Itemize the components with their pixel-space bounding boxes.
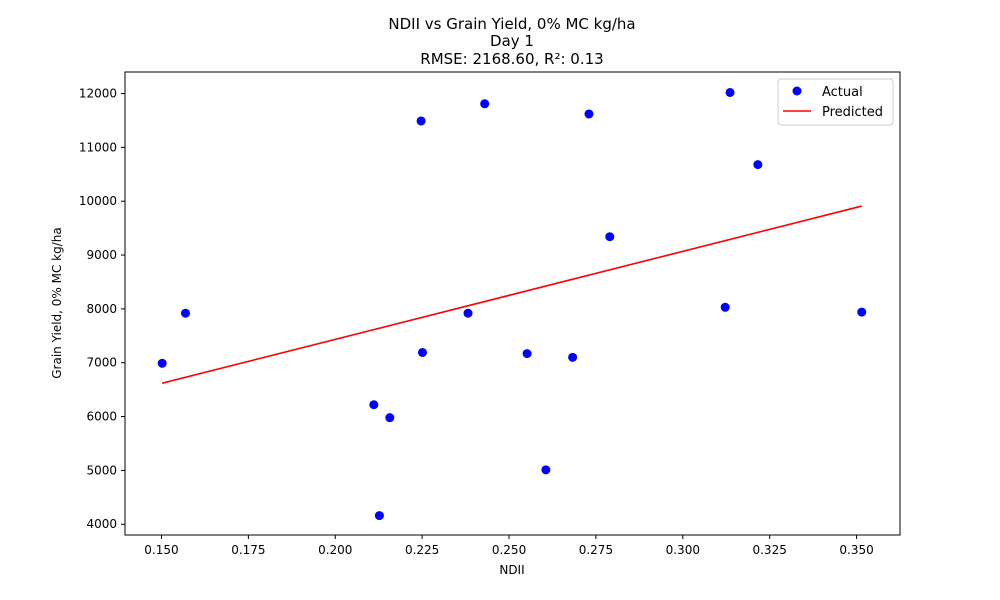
chart-title-line-1: NDII vs Grain Yield, 0% MC kg/ha: [388, 15, 635, 33]
x-tick-label-2: 0.200: [318, 543, 352, 557]
y-axis-label: Grain Yield, 0% MC kg/ha: [50, 227, 64, 379]
y-axis-ticks: 4000 5000 6000 7000 8000 9000 10000 11000 12000: [79, 87, 125, 531]
legend-actual-marker: [792, 86, 802, 96]
actual-point-10: [541, 465, 551, 475]
x-tick-label-3: 0.225: [405, 543, 439, 557]
y-tick-label-8: 12000: [79, 87, 117, 101]
predicted-line: [161, 205, 862, 384]
actual-point-2: [369, 400, 379, 410]
y-tick-label-6: 10000: [79, 194, 117, 208]
actual-point-7: [463, 308, 473, 318]
actual-point-8: [480, 99, 490, 109]
y-tick-label-3: 7000: [86, 356, 117, 370]
actual-point-11: [568, 352, 578, 362]
y-tick-label-1: 5000: [86, 463, 117, 477]
actual-point-9: [522, 349, 532, 359]
actual-point-15: [725, 87, 735, 97]
actual-point-14: [720, 302, 730, 312]
actual-point-5: [416, 116, 426, 126]
x-tick-label-4: 0.250: [492, 543, 526, 557]
y-tick-label-2: 6000: [86, 410, 117, 424]
x-tick-label-5: 0.275: [579, 543, 613, 557]
actual-point-3: [374, 511, 384, 521]
actual-point-13: [605, 232, 615, 242]
chart-title-line-3: RMSE: 2168.60, R²: 0.13: [420, 50, 603, 68]
x-tick-label-6: 0.300: [666, 543, 700, 557]
x-axis-label: NDII: [499, 563, 524, 577]
legend-box: [777, 78, 894, 126]
x-tick-label-8: 0.350: [839, 543, 873, 557]
y-tick-label-0: 4000: [86, 517, 117, 531]
actual-point-17: [857, 307, 867, 317]
x-tick-label-1: 0.175: [231, 543, 265, 557]
x-tick-label-0: 0.150: [144, 543, 178, 557]
actual-point-16: [753, 160, 763, 170]
legend: Actual Predicted: [777, 78, 894, 126]
x-axis-ticks: 0.150 0.175 0.200 0.225 0.250 0.275 0.300 0.325…: [144, 535, 874, 557]
x-tick-label-7: 0.325: [752, 543, 786, 557]
y-tick-label-7: 11000: [79, 140, 117, 154]
plot-area: [157, 87, 867, 521]
axes-frame: [124, 71, 901, 536]
y-tick-label-4: 8000: [86, 302, 117, 316]
actual-point-12: [584, 109, 594, 119]
legend-actual-label: Actual: [822, 85, 863, 100]
actual-point-1: [180, 308, 190, 318]
legend-predicted-label: Predicted: [822, 105, 883, 120]
actual-point-6: [417, 347, 427, 357]
actual-point-4: [385, 413, 395, 423]
y-tick-label-5: 9000: [86, 248, 117, 262]
chart-title-line-2: Day 1: [490, 32, 534, 50]
actual-point-0: [157, 358, 167, 368]
